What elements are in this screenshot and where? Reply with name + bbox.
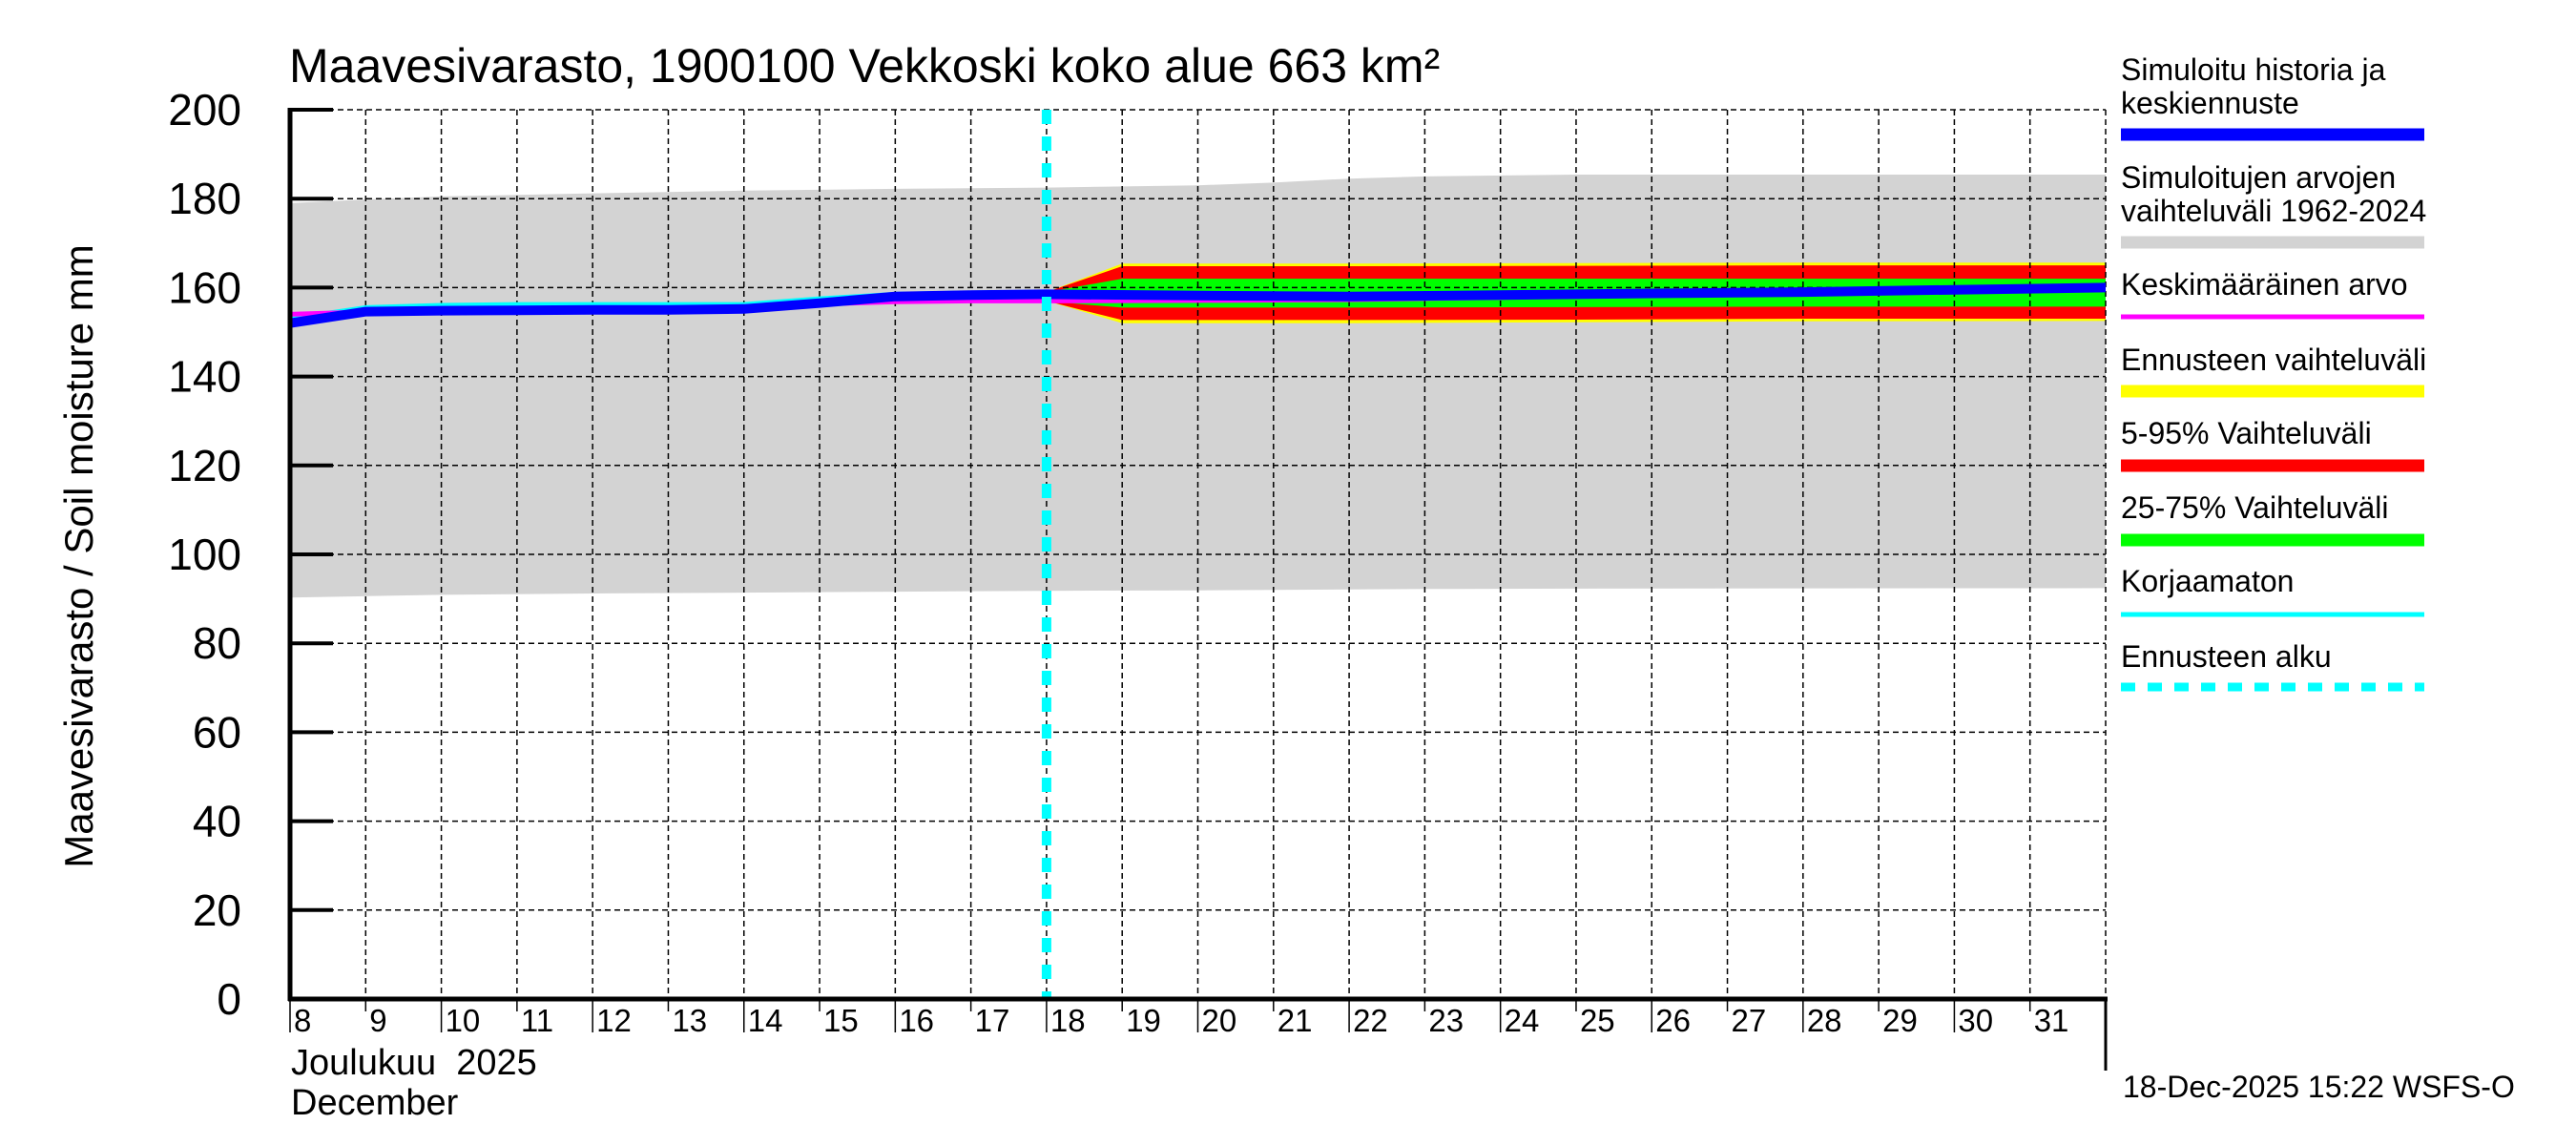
y-tick-labels: 0 20 40 60 80 100 120 140 160 180 200 bbox=[168, 85, 241, 1024]
x-tick-label: 21 bbox=[1278, 1003, 1313, 1038]
x-tick-label: 15 bbox=[823, 1003, 859, 1038]
x-tick-label: 28 bbox=[1807, 1003, 1842, 1038]
x-tick-label: 22 bbox=[1353, 1003, 1388, 1038]
x-tick-labels: 8 9 10 11 12 13 14 15 16 17 18 19 20 21 22 23 24 25 26 27 28… bbox=[294, 1003, 2068, 1038]
legend-item: Ennusteen alku bbox=[2121, 639, 2424, 692]
x-tick-label: 13 bbox=[672, 1003, 707, 1038]
legend-label: Simuloitujen arvojen bbox=[2121, 160, 2396, 195]
x-tick-label: 9 bbox=[369, 1003, 386, 1038]
x-tick-label: 24 bbox=[1505, 1003, 1540, 1038]
x-tick-label: 12 bbox=[596, 1003, 632, 1038]
legend-item: Korjaamaton bbox=[2121, 564, 2424, 617]
x-tick-label: 19 bbox=[1126, 1003, 1161, 1038]
x-tick-label: 27 bbox=[1732, 1003, 1767, 1038]
plot-lines bbox=[289, 282, 2107, 328]
legend-item: Keskimääräinen arvo bbox=[2121, 267, 2424, 320]
x-tick-label: 29 bbox=[1882, 1003, 1918, 1038]
x-tick-label: 31 bbox=[2034, 1003, 2069, 1038]
y-tick-label: 40 bbox=[193, 797, 241, 846]
x-tick-label: 14 bbox=[748, 1003, 783, 1038]
x-tick-label: 11 bbox=[521, 1003, 553, 1038]
y-tick-label: 160 bbox=[168, 262, 241, 312]
y-tick-label: 180 bbox=[168, 174, 241, 223]
legend-label: vaihteluväli 1962-2024 bbox=[2121, 194, 2426, 228]
axes bbox=[287, 108, 2108, 1071]
x-tick-label: 25 bbox=[1580, 1003, 1615, 1038]
y-tick-label: 140 bbox=[168, 352, 241, 402]
x-tick-label: 30 bbox=[1958, 1003, 1993, 1038]
x-tick-label: 10 bbox=[446, 1003, 481, 1038]
y-tick-label: 80 bbox=[193, 618, 241, 668]
y-tick-label: 20 bbox=[193, 885, 241, 935]
legend-label: Ennusteen alku bbox=[2121, 639, 2332, 674]
x-tick-label: 17 bbox=[975, 1003, 1010, 1038]
legend-label: 5-95% Vaihteluväli bbox=[2121, 416, 2372, 450]
legend-item: 5-95% Vaihteluväli bbox=[2121, 416, 2424, 472]
legend-label: Simuloitu historia ja bbox=[2121, 52, 2386, 87]
x-axis-month-label-english: December bbox=[291, 1083, 459, 1123]
x-tick-label: 16 bbox=[899, 1003, 934, 1038]
footer-timestamp: 18-Dec-2025 15:22 WSFS-O bbox=[2123, 1070, 2515, 1104]
legend-label: keskiennuste bbox=[2121, 86, 2299, 120]
y-tick-label: 60 bbox=[193, 707, 241, 757]
legend-item: Ennusteen vaihteluväli bbox=[2121, 343, 2426, 398]
x-tick-label: 8 bbox=[294, 1003, 311, 1038]
x-tick-label: 26 bbox=[1655, 1003, 1691, 1038]
x-tick-label: 23 bbox=[1428, 1003, 1464, 1038]
legend-label: Ennusteen vaihteluväli bbox=[2121, 343, 2426, 377]
y-tick-label: 200 bbox=[168, 85, 241, 135]
y-tick-label: 100 bbox=[168, 530, 241, 579]
legend: Simuloitu historia jakeskiennusteSimuloi… bbox=[2121, 52, 2426, 692]
grid-lines bbox=[290, 109, 2107, 999]
line-simuloitu-historia-ja-keskiennuste bbox=[289, 282, 2107, 328]
x-tick-label: 18 bbox=[1050, 1003, 1086, 1038]
legend-label: 25-75% Vaihteluväli bbox=[2121, 490, 2388, 525]
x-axis-month-label: Joulukuu 2025 bbox=[291, 1043, 537, 1083]
legend-label: Keskimääräinen arvo bbox=[2121, 267, 2408, 302]
x-tick-label: 20 bbox=[1202, 1003, 1237, 1038]
chart-title: Maavesivarasto, 1900100 Vekkoski koko al… bbox=[289, 39, 1440, 93]
legend-label: Korjaamaton bbox=[2121, 564, 2294, 598]
y-tick-label: 0 bbox=[217, 974, 241, 1024]
legend-item: 25-75% Vaihteluväli bbox=[2121, 490, 2424, 547]
y-tick-label: 120 bbox=[168, 441, 241, 490]
y-axis-label: Maavesivarasto / Soil moisture mm bbox=[56, 244, 101, 868]
